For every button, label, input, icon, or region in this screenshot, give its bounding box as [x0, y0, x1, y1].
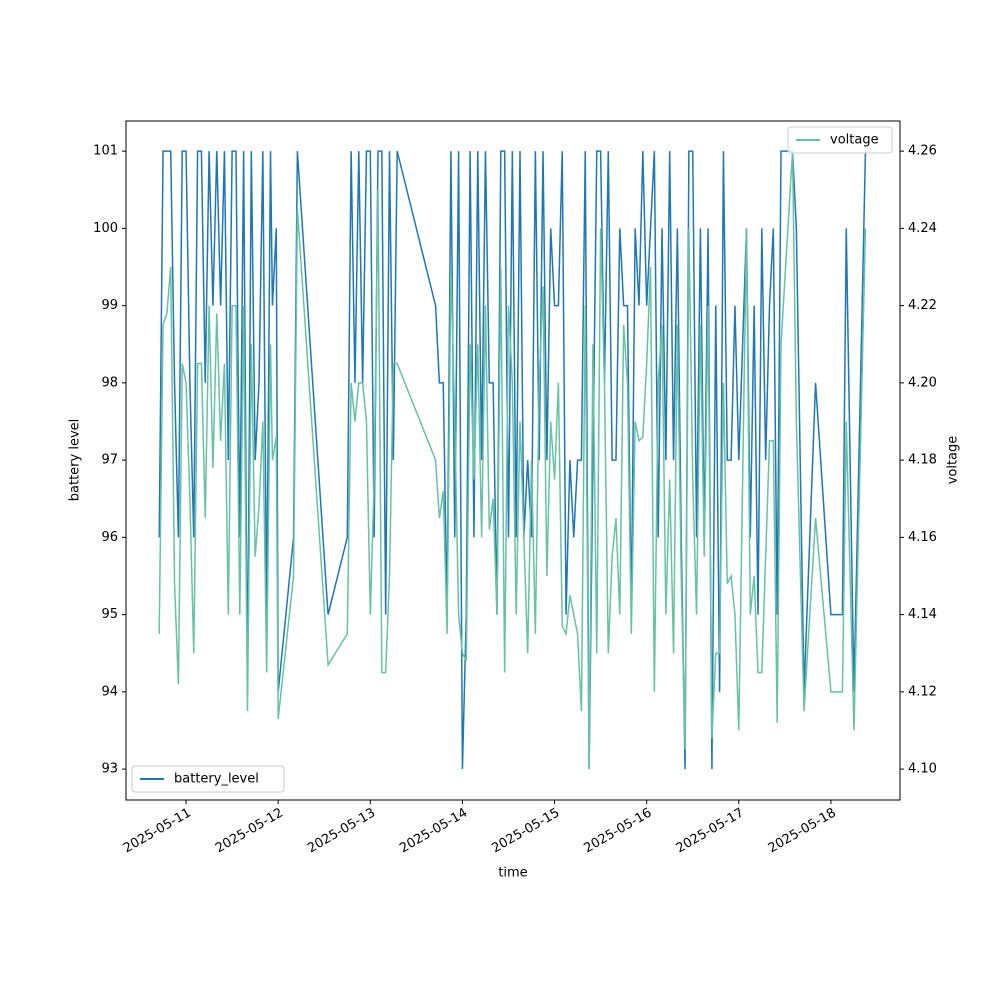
y-tick-label: 98 — [101, 375, 118, 390]
y-tick-label: 95 — [101, 607, 118, 622]
x-axis-label: time — [498, 866, 527, 881]
y2-tick-label: 4.16 — [908, 530, 937, 545]
y2-tick-label: 4.14 — [908, 607, 937, 622]
x-tick-label: 2025-05-16 — [581, 806, 654, 857]
x-tick-label: 2025-05-14 — [397, 806, 470, 857]
x-tick-label: 2025-05-11 — [121, 806, 194, 857]
y2-tick-label: 4.12 — [908, 684, 937, 699]
y-axis-label: battery level — [68, 419, 83, 502]
y-tick-label: 96 — [101, 530, 118, 545]
y-tick-label: 93 — [101, 762, 118, 777]
y2-tick-label: 4.18 — [908, 453, 937, 468]
x-tick-label: 2025-05-17 — [674, 806, 747, 857]
legend: battery_level — [131, 765, 285, 793]
x-tick-label: 2025-05-13 — [305, 806, 378, 857]
x-tick-label: 2025-05-18 — [766, 806, 839, 857]
y2-tick-label: 4.22 — [908, 298, 937, 313]
y-tick-label: 101 — [93, 144, 118, 159]
series-line — [158, 151, 867, 770]
y-tick-label: 94 — [101, 684, 118, 699]
x-tick-label: 2025-05-12 — [213, 806, 286, 857]
y-tick-label: 99 — [101, 298, 118, 313]
legend-label: voltage — [830, 133, 879, 148]
series-line — [158, 150, 867, 770]
legend-box — [787, 126, 893, 154]
y2-tick-label: 4.24 — [908, 221, 937, 236]
y-tick-label: 97 — [101, 453, 118, 468]
x-tick-label: 2025-05-15 — [489, 806, 562, 857]
y-tick-label: 100 — [93, 221, 118, 236]
legend-box — [131, 765, 285, 793]
legend-label: battery_level — [174, 772, 259, 787]
y2-tick-label: 4.10 — [908, 762, 937, 777]
legend: voltage — [787, 126, 893, 154]
y2-tick-label: 4.20 — [908, 375, 937, 390]
y2-axis-label: voltage — [946, 436, 961, 485]
y2-tick-label: 4.26 — [908, 144, 937, 159]
